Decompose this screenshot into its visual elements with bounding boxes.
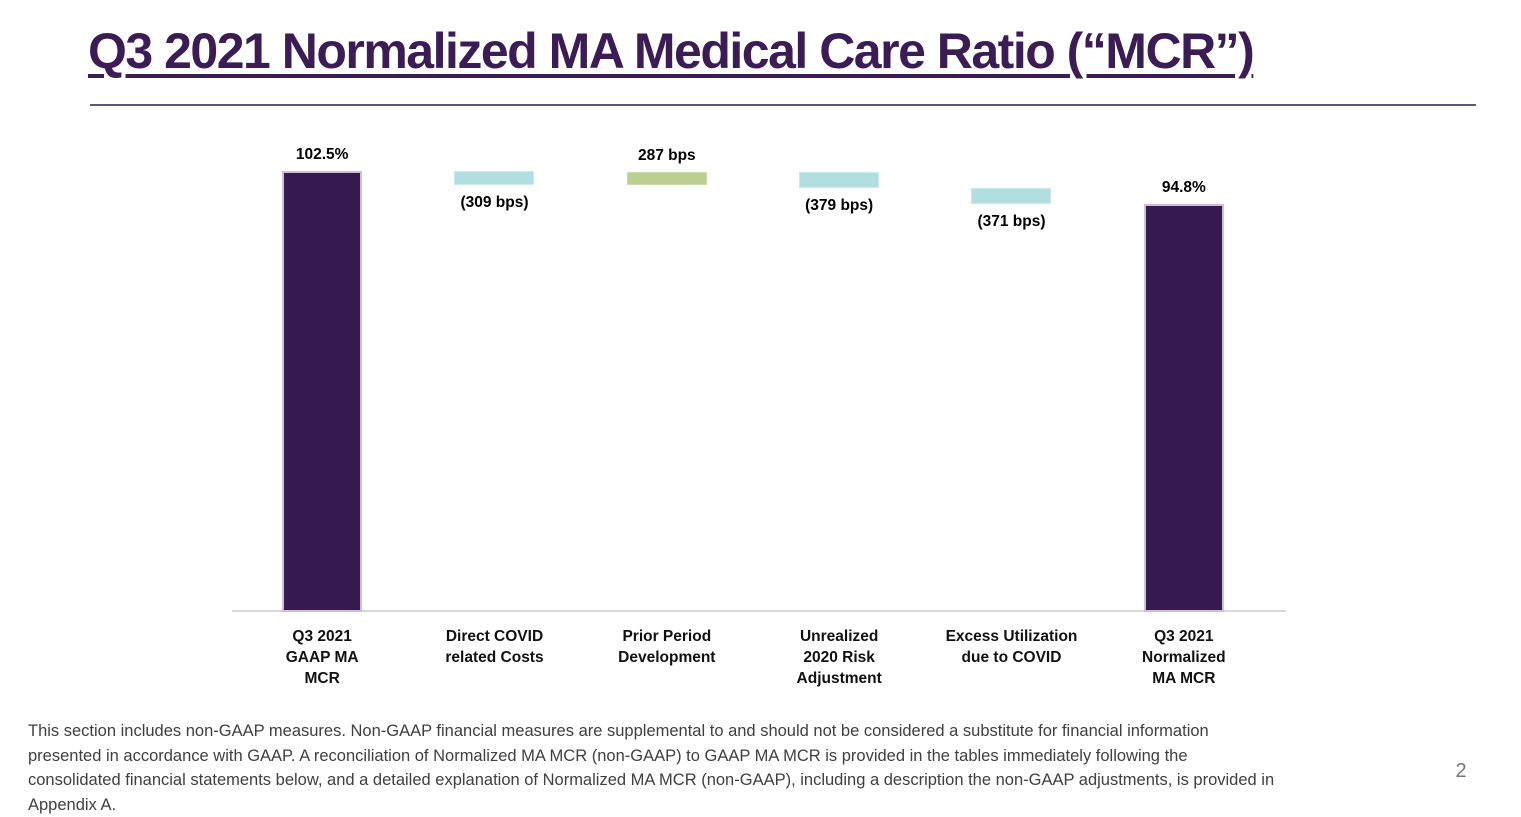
chart-column-q3-2021-normalized-ma-mcr: 94.8% Q3 2021 Normalized MA MCR [1098,130,1270,700]
value-label-direct-covid-related-costs: (309 bps) [460,193,529,211]
category-label-excess-utilization-due-to-covid: Excess Utilization due to COVID [945,628,1078,666]
mcr-waterfall-chart: 102.5% Q3 2021 GAAP MA MCR (309 bps) Direct C… [232,130,1286,700]
chart-column-excess-utilization-due-to-covid: (371 bps) Excess Utilization due to COVID [925,130,1097,700]
value-label-excess-utilization-due-to-covid: (371 bps) [977,213,1046,231]
category-label-prior-period-development: Prior Period Development [618,628,716,666]
x-axis-baseline [232,610,1286,612]
slide-title: Q3 2021 Normalized MA Medical Care Ratio… [88,23,1255,79]
footnote-line: presented in accordance with GAAP. A rec… [28,746,1188,765]
footnote-line: This section includes non-GAAP measures.… [28,722,1209,740]
category-label-q3-2021-normalized-ma-mcr: Q3 2021 Normalized MA MCR [1142,628,1226,687]
bar-prior-period-development [626,172,707,185]
value-label-unrealized-2020-risk-adjustment: (379 bps) [805,197,874,215]
bar-excess-utilization-due-to-covid [971,188,1052,205]
bar-q3-2021-normalized-ma-mcr [1143,204,1224,612]
bar-direct-covid-related-costs [454,171,535,185]
title-separator-line [90,104,1476,106]
footnote-line: consolidated financial statements below,… [28,771,1275,789]
bar-unrealized-2020-risk-adjustment [799,172,880,189]
footnote-line: Appendix A. [28,795,117,814]
page-number: 2 [1455,760,1467,782]
value-label-q3-2021-normalized-ma-mcr: 94.8% [1161,179,1206,197]
value-label-q3-2021-gaap-ma-mcr: 102.5% [295,146,349,164]
category-label-unrealized-2020-risk-adjustment: Unrealized 2020 Risk Adjustment [796,628,882,687]
chart-column-prior-period-development: 287 bps Prior Period Development [581,130,753,700]
chart-column-direct-covid-related-costs: (309 bps) Direct COVID related Costs [408,130,580,700]
value-label-prior-period-development: 287 bps [637,147,696,165]
category-label-direct-covid-related-costs: Direct COVID related Costs [445,628,544,666]
footnote: This section includes non-GAAP measures.… [28,719,1388,817]
chart-column-unrealized-2020-risk-adjustment: (379 bps) Unrealized 2020 Risk Adjustment [753,130,925,700]
bar-q3-2021-gaap-ma-mcr [282,171,363,612]
category-label-q3-2021-gaap-ma-mcr: Q3 2021 GAAP MA MCR [285,628,359,687]
chart-column-q3-2021-gaap-ma-mcr: 102.5% Q3 2021 GAAP MA MCR [236,130,408,700]
